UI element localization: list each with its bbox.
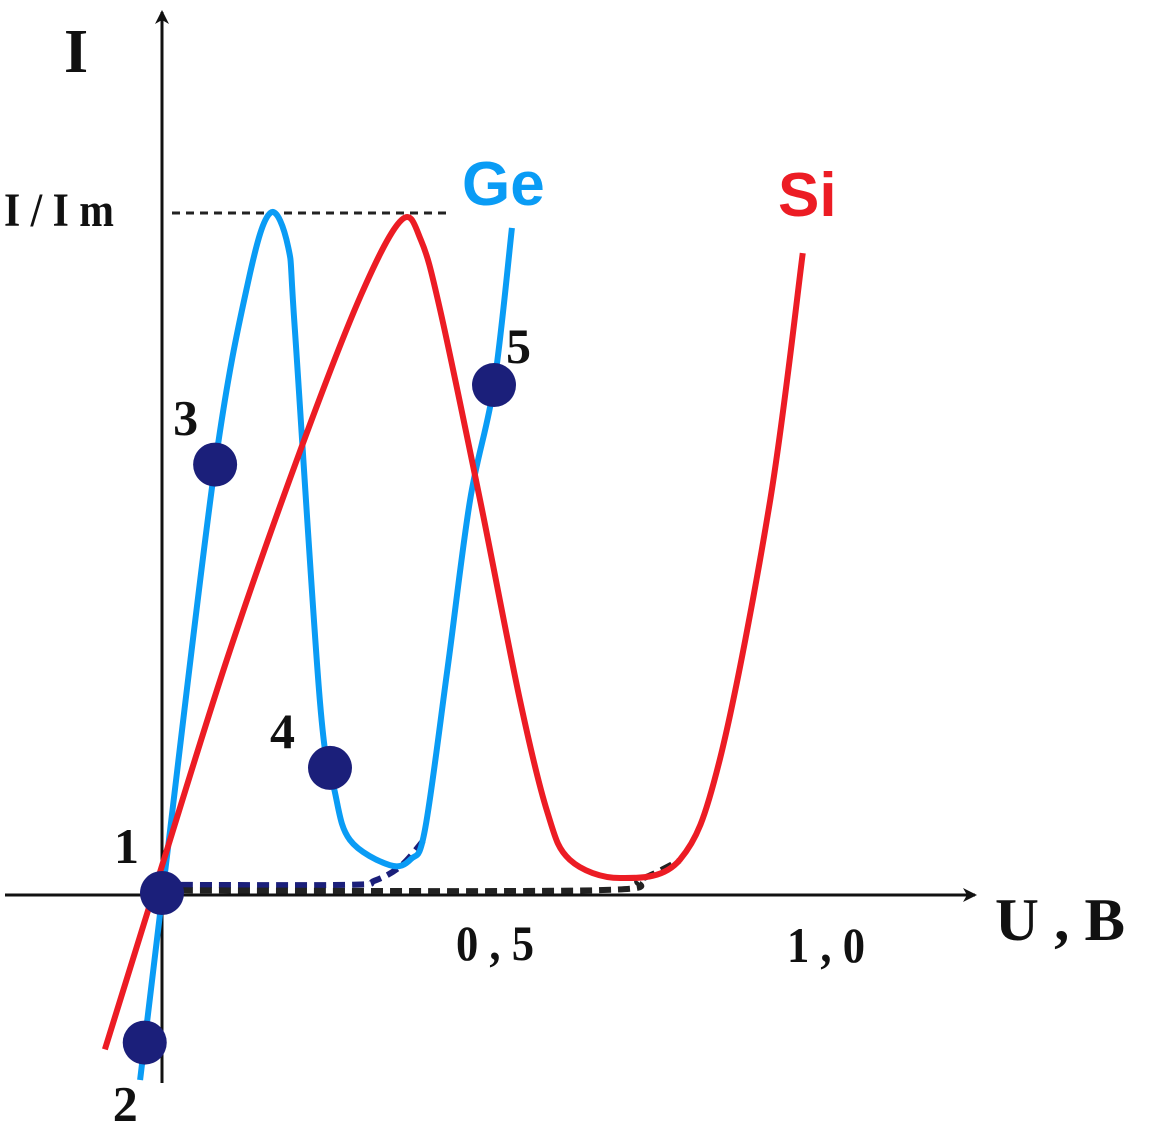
point-1	[140, 871, 184, 915]
point-3	[193, 442, 238, 487]
point-label: 2	[113, 1076, 138, 1131]
x-tick-label: 0 , 5	[456, 915, 534, 971]
point-label: 1	[114, 818, 139, 874]
series-si-line	[102, 214, 806, 1051]
point-5	[472, 363, 516, 408]
y-axis-label: I	[64, 18, 88, 86]
x-axis-label: U , B	[995, 887, 1125, 953]
legend-si: Si	[778, 161, 837, 230]
point-label: 4	[270, 703, 295, 759]
x-tick-label: 1 , 0	[787, 917, 865, 973]
series-ge-line	[137, 209, 515, 1081]
point-4	[307, 745, 352, 790]
point-label: 5	[506, 318, 531, 374]
point-2	[122, 1020, 167, 1065]
y-tick-label: I / I m	[4, 184, 114, 237]
point-label: 3	[173, 390, 198, 446]
legend-ge: Ge	[462, 150, 545, 219]
